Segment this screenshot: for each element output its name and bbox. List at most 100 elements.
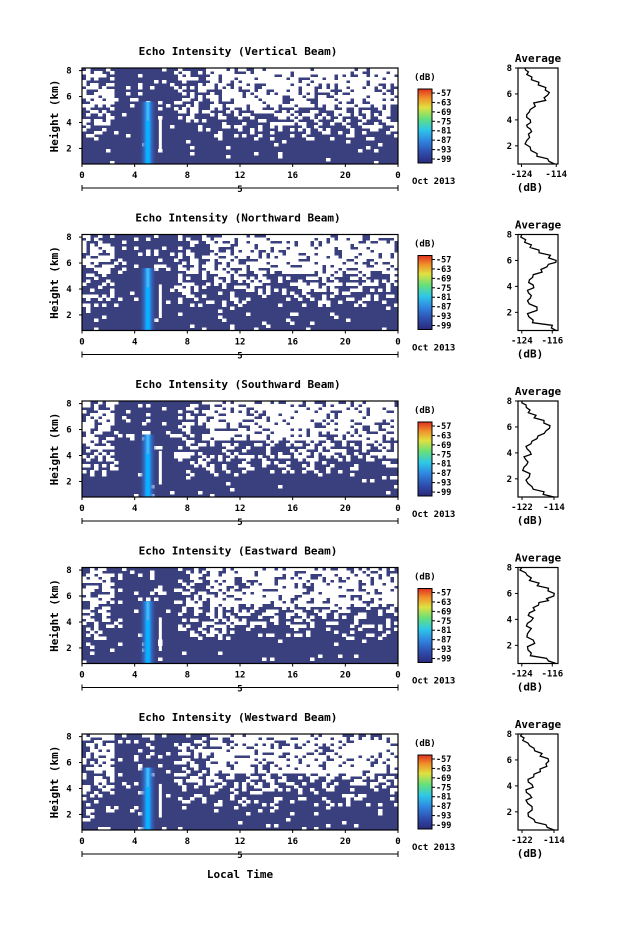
average-x-tick-label: -114 [545, 170, 567, 180]
x-tick-label: 0 [395, 837, 400, 847]
colorbar-label: -57 [436, 755, 451, 765]
y-tick-label: 6 [66, 426, 71, 436]
average-title: Average [515, 552, 562, 565]
x-tick-label: 20 [340, 837, 351, 847]
colorbar-label: -69 [436, 774, 451, 784]
colorbar-label: -81 [436, 127, 451, 137]
x-tick-label: 4 [132, 171, 138, 181]
colorbar-label: -99 [436, 655, 451, 665]
colorbar-label: -57 [436, 89, 451, 99]
x-tick-label: 0 [79, 671, 84, 681]
no-echo-gaps [82, 567, 399, 664]
y-tick-label: 2 [66, 477, 71, 487]
colorbar-label: -75 [436, 783, 451, 793]
bright-echo-core [145, 120, 150, 164]
colorbar-label: -75 [436, 617, 451, 627]
colorbar-label: -87 [436, 469, 451, 479]
average-y-tick-label: 4 [507, 449, 513, 459]
date-label: Oct 2013 [412, 344, 455, 354]
bright-echo-core [145, 620, 150, 664]
average-x-label: (dB) [517, 681, 544, 694]
average-y-tick-label: 6 [507, 256, 512, 266]
average-profile-plot: Average 2 4 6 8 -122 -114(dB) [507, 718, 566, 860]
average-y-tick-label: 2 [507, 142, 512, 152]
colorbar-label: -63 [436, 431, 451, 441]
average-frame [517, 67, 559, 165]
panel-1: Echo Intensity (Vertical Beam) 2 4 6 8 Height… [48, 45, 568, 195]
average-frame [517, 233, 559, 332]
average-profile-line [519, 234, 557, 332]
colorbar-label: -75 [436, 450, 451, 460]
x-tick-label: 12 [235, 504, 246, 514]
heatmap [79, 566, 399, 667]
day-marker: 5 [237, 352, 242, 362]
y-tick-label: 8 [66, 400, 71, 410]
y-tick-label: 4 [66, 451, 72, 461]
average-y-tick-label: 8 [507, 730, 512, 740]
colorbar-label: -87 [436, 136, 451, 146]
echo-gap-line [158, 450, 162, 485]
average-profile-line [519, 733, 555, 831]
colorbar-label: -81 [436, 793, 451, 803]
y-tick-label: 8 [66, 733, 71, 743]
x-tick-label: 12 [235, 171, 246, 181]
average-y-tick-label: 6 [507, 423, 512, 433]
x-tick-label: 4 [132, 837, 138, 847]
colorbar-unit: (dB) [414, 739, 436, 749]
heatmap [79, 233, 399, 334]
colorbar-unit: (dB) [414, 240, 436, 250]
average-y-tick-label: 8 [507, 397, 512, 407]
x-tick-label: 16 [287, 338, 298, 348]
x-tick-label: 0 [79, 171, 84, 181]
colorbar-label: -69 [436, 441, 451, 451]
colorbar-label: -57 [436, 589, 451, 599]
colorbar-label: -63 [436, 764, 451, 774]
x-tick-label: 16 [287, 837, 298, 847]
average-x-label: (dB) [517, 847, 544, 860]
x-tick-label: 20 [340, 171, 351, 181]
average-y-tick-label: 6 [507, 90, 512, 100]
average-x-label: (dB) [517, 514, 544, 527]
colorbar-label: -93 [436, 479, 451, 489]
y-tick-label: 6 [66, 592, 71, 602]
panel-4: Echo Intensity (Eastward Beam) 2 4 6 8 Height… [48, 545, 563, 695]
bright-echo-core [145, 287, 150, 331]
colorbar-label: -87 [436, 636, 451, 646]
average-title: Average [515, 718, 562, 731]
average-y-tick-label: 2 [507, 308, 512, 318]
y-tick-label: 6 [66, 259, 71, 269]
x-tick-label: 0 [79, 338, 84, 348]
average-y-tick-label: 2 [507, 475, 512, 485]
echo-gap-line [158, 617, 162, 652]
colorbar-label: -93 [436, 645, 451, 655]
date-label: Oct 2013 [412, 177, 455, 187]
colorbar-label: -81 [436, 293, 451, 303]
colorbar-label: -99 [436, 821, 451, 831]
y-axis-label: Height (km) [48, 413, 61, 486]
bright-echo-core [145, 786, 150, 830]
average-title: Average [515, 52, 562, 65]
colorbar: (dB)-57-63-69-75-81-87-93-99 [414, 573, 451, 665]
panel-title: Echo Intensity (Eastward Beam) [139, 545, 338, 558]
colorbar-scale [417, 588, 433, 663]
colorbar-label: -57 [436, 256, 451, 266]
panel-3: Echo Intensity (Southward Beam) 2 4 6 8 Heigh… [48, 378, 565, 528]
panel-title: Echo Intensity (Vertical Beam) [139, 45, 338, 58]
y-tick-label: 6 [66, 759, 71, 769]
panel-title: Echo Intensity (Westward Beam) [139, 711, 338, 724]
y-tick-label: 4 [66, 618, 72, 628]
x-tick-label: 12 [235, 338, 246, 348]
y-tick-label: 8 [66, 67, 71, 77]
y-tick-label: 2 [66, 144, 71, 154]
colorbar: (dB)-57-63-69-75-81-87-93-99 [414, 406, 451, 498]
colorbar-scale [417, 88, 433, 164]
x-tick-label: 0 [395, 171, 400, 181]
average-y-tick-label: 6 [507, 589, 512, 599]
colorbar-label: -99 [436, 155, 451, 165]
day-marker: 5 [237, 685, 242, 695]
colorbar: (dB)-57-63-69-75-81-87-93-99 [414, 73, 451, 165]
colorbar-label: -69 [436, 108, 451, 118]
colorbar-label: -63 [436, 598, 451, 608]
y-tick-label: 2 [66, 311, 71, 321]
